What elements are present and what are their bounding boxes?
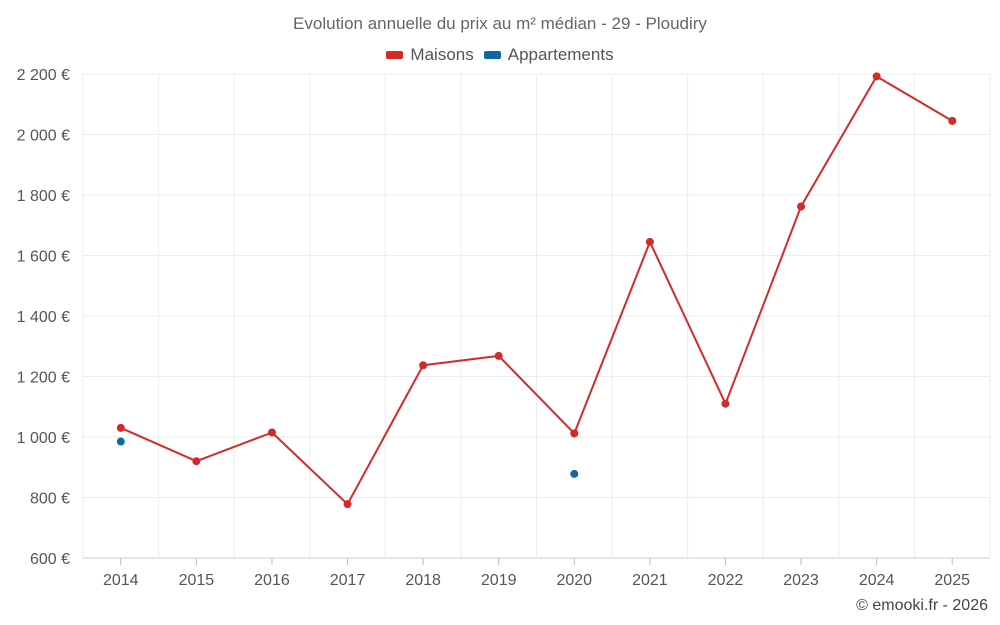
x-tick-label: 2024 <box>859 572 895 589</box>
credit-text: © emooki.fr - 2026 <box>856 597 988 614</box>
chart-title: Evolution annuelle du prix au m² médian … <box>293 14 707 33</box>
x-tick-label: 2017 <box>330 572 366 589</box>
data-point-maisons <box>419 361 428 370</box>
x-tick-label: 2022 <box>708 572 744 589</box>
y-tick-label: 1 000 € <box>17 430 70 447</box>
data-point-maisons <box>645 237 654 246</box>
y-tick-label: 800 € <box>30 491 70 508</box>
y-tick-label: 600 € <box>30 551 70 568</box>
data-point-appartements <box>570 469 579 478</box>
legend-item-appartements[interactable]: Appartements <box>483 45 614 65</box>
x-tick-label: 2015 <box>179 572 215 589</box>
legend-item-maisons[interactable]: Maisons <box>386 45 474 65</box>
data-point-maisons <box>192 457 201 466</box>
x-tick-label: 2016 <box>254 572 290 589</box>
legend-swatch-maisons <box>386 51 404 59</box>
data-point-appartements <box>116 437 125 446</box>
data-point-maisons <box>721 399 730 408</box>
y-tick-label: 1 600 € <box>17 249 70 266</box>
y-tick-label: 1 400 € <box>17 309 70 326</box>
data-point-maisons <box>797 202 806 211</box>
data-point-maisons <box>872 72 881 81</box>
data-point-maisons <box>343 500 352 509</box>
data-point-maisons <box>494 351 503 360</box>
y-tick-label: 1 800 € <box>17 188 70 205</box>
legend-swatch-appartements <box>483 51 501 59</box>
x-tick-label: 2023 <box>783 572 819 589</box>
x-tick-label: 2019 <box>481 572 517 589</box>
legend-label-maisons: Maisons <box>410 45 474 64</box>
x-tick-label: 2018 <box>405 572 441 589</box>
series-line-maisons <box>120 75 953 506</box>
y-tick-label: 2 200 € <box>17 67 70 84</box>
legend: Maisons Appartements <box>0 45 1000 65</box>
data-point-maisons <box>948 116 957 125</box>
y-tick-label: 1 200 € <box>17 370 70 387</box>
data-point-maisons <box>267 428 276 437</box>
legend-label-appartements: Appartements <box>507 45 614 64</box>
x-tick-label: 2021 <box>632 572 668 589</box>
x-tick-label: 2025 <box>934 572 970 589</box>
x-tick-label: 2014 <box>103 572 139 589</box>
y-tick-label: 2 000 € <box>17 128 70 145</box>
x-tick-label: 2020 <box>556 572 592 589</box>
data-point-maisons <box>116 423 125 432</box>
data-point-maisons <box>570 429 579 438</box>
